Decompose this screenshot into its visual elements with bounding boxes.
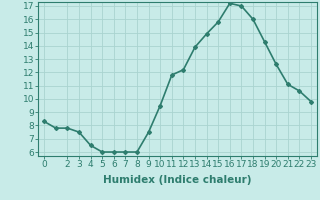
X-axis label: Humidex (Indice chaleur): Humidex (Indice chaleur)	[103, 175, 252, 185]
